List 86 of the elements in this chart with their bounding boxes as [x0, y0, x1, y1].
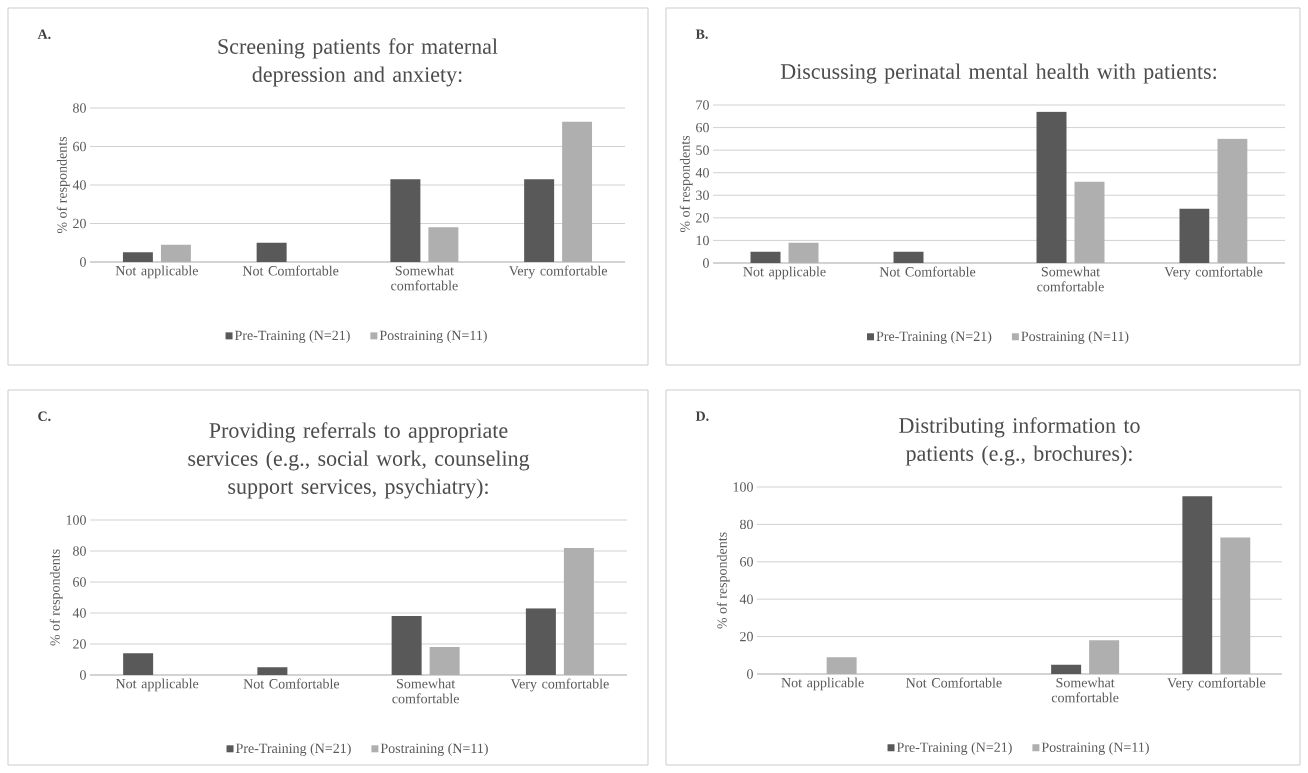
bar [1179, 208, 1210, 263]
x-tick-label: Somewhat comfortable [1051, 677, 1119, 703]
x-tick-label: Somewhat comfortable [391, 265, 458, 291]
bar [391, 616, 422, 675]
x-tick-label: Not applicable [781, 677, 864, 691]
text: C. [38, 411, 51, 421]
bar [893, 251, 924, 263]
bar [1036, 111, 1067, 263]
y-tick-label: 20 [696, 213, 709, 223]
bar [1217, 138, 1248, 263]
x-tick-label: Not Comfortable [879, 266, 976, 277]
y-tick-label: 60 [740, 557, 753, 567]
legend-label: Postraining (N=11) [380, 743, 488, 756]
bar [390, 179, 421, 262]
y-tick-label: 60 [696, 122, 709, 133]
y-tick-label: 80 [740, 519, 753, 530]
y-tick-label: 70 [696, 100, 709, 110]
bar [1220, 537, 1251, 674]
bar [1182, 496, 1213, 674]
y-tick-label: 60 [73, 577, 86, 587]
x-tick-label: Not Comfortable [243, 678, 340, 689]
x-tick-label: Very comfortable [1167, 677, 1266, 691]
legend-label: Postraining (N=11) [1041, 742, 1149, 755]
y-tick-label: 80 [73, 546, 86, 556]
y-tick-label: 20 [740, 631, 753, 642]
text: D. [695, 411, 709, 421]
y-axis-title: % of respondents [56, 136, 70, 234]
y-tick-label: 40 [695, 167, 709, 178]
y-tick-label: 0 [80, 257, 86, 267]
chart-title: Screening patients for maternal depression and anxiety: [218, 38, 498, 87]
bar [257, 667, 288, 675]
bar [1089, 640, 1120, 674]
y-tick-label: 60 [73, 141, 86, 152]
y-tick-label: 50 [696, 145, 709, 155]
x-tick-label: Very comfortable [510, 678, 609, 692]
bar [563, 547, 594, 675]
bar [1074, 181, 1105, 263]
legend-label: Postraining (N=11) [1021, 331, 1129, 344]
y-axis-title: % of respondents [716, 532, 730, 629]
bar [525, 608, 556, 675]
y-tick-label: 40 [739, 594, 753, 604]
bar [429, 647, 460, 675]
chart-title: Discussing perinatal mental health with patients: [780, 63, 1216, 84]
bar [1051, 664, 1082, 674]
bar [826, 657, 857, 674]
y-axis-title: % of respondents [679, 135, 693, 233]
bar [750, 251, 781, 263]
y-tick-label: 0 [80, 670, 86, 680]
y-tick-label: 20 [73, 218, 86, 229]
y-tick-label: 30 [696, 190, 709, 200]
bar [524, 179, 555, 262]
bar [788, 242, 819, 263]
x-tick-label: Not applicable [115, 678, 199, 692]
x-tick-label: Somewhat comfortable [1037, 266, 1104, 292]
x-tick-label: Very comfortable [508, 265, 608, 279]
y-tick-label: 40 [72, 180, 86, 190]
x-tick-label: Not applicable [115, 265, 198, 279]
bar [123, 653, 154, 675]
text: B. [695, 29, 708, 39]
x-tick-label: Very comfortable [1164, 266, 1263, 280]
y-tick-label: 100 [733, 482, 753, 492]
legend-label: Postraining (N=11) [379, 330, 487, 343]
x-tick-label: Somewhat comfortable [392, 678, 459, 704]
y-tick-label: 0 [703, 258, 709, 268]
y-tick-label: 10 [696, 235, 709, 246]
y-tick-label: 20 [73, 639, 86, 649]
legend-label: Pre-Training (N=21) [876, 331, 992, 344]
text: A. [37, 29, 51, 39]
y-axis-title: % of respondents [49, 549, 63, 646]
bar [122, 252, 153, 262]
bar [256, 242, 287, 262]
y-tick-label: 100 [66, 515, 86, 525]
x-tick-label: Not applicable [743, 266, 826, 280]
bar [562, 121, 593, 262]
legend-label: Pre-Training (N=21) [234, 330, 350, 343]
y-tick-label: 80 [73, 103, 86, 113]
chart-title: Distributing information to patients (e.g., brochures): [899, 417, 1140, 466]
x-tick-label: Not Comfortable [242, 265, 339, 276]
legend-label: Pre-Training (N=21) [235, 743, 351, 756]
chart-title: Providing referrals to appropriate services (e.g., social work, counseling support services, psychiatry): [188, 422, 530, 499]
y-tick-label: 0 [747, 669, 753, 679]
y-tick-label: 40 [72, 608, 86, 618]
bar [428, 227, 459, 262]
x-tick-label: Not Comfortable [906, 677, 1002, 688]
legend-label: Pre-Training (N=21) [896, 742, 1012, 755]
bar [160, 244, 191, 262]
